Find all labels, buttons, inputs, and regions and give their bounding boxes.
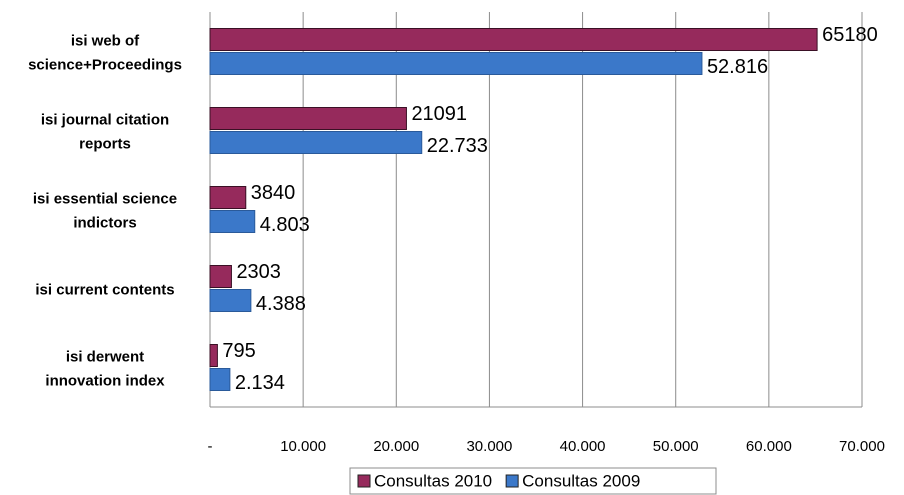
data-label: 22.733 bbox=[427, 135, 488, 157]
y-tick-label: isi web of bbox=[71, 32, 140, 49]
legend-swatch bbox=[357, 474, 371, 488]
y-tick-label: innovation index bbox=[45, 372, 165, 389]
y-tick-label: reports bbox=[79, 135, 131, 152]
x-tick-label: 20.000 bbox=[373, 438, 419, 455]
data-label: 21091 bbox=[411, 103, 467, 125]
x-tick-label: 30.000 bbox=[466, 438, 512, 455]
data-label: 795 bbox=[222, 340, 255, 362]
x-tick-label: 10.000 bbox=[280, 438, 326, 455]
bar bbox=[209, 210, 256, 233]
x-tick-label: - bbox=[208, 438, 213, 455]
x-tick-label: 40.000 bbox=[560, 438, 606, 455]
bar bbox=[209, 368, 231, 391]
bar bbox=[209, 265, 232, 288]
data-label: 2303 bbox=[236, 261, 281, 283]
y-tick-label: isi derwent bbox=[66, 348, 144, 365]
legend-label: Consultas 2009 bbox=[522, 471, 640, 490]
data-label: 3840 bbox=[251, 182, 295, 204]
data-label: 4.803 bbox=[260, 214, 310, 236]
bar bbox=[209, 131, 423, 154]
data-label: 52.816 bbox=[707, 56, 768, 78]
legend-box bbox=[349, 467, 717, 495]
data-label: 2.134 bbox=[235, 372, 285, 394]
y-tick-label: isi journal citation bbox=[41, 111, 169, 128]
bar bbox=[209, 28, 818, 51]
bar bbox=[209, 344, 218, 367]
y-tick-label: indictors bbox=[73, 214, 136, 231]
bar bbox=[209, 52, 703, 75]
bar bbox=[209, 107, 407, 130]
bar bbox=[209, 289, 252, 312]
x-tick-label: 70.000 bbox=[839, 438, 885, 455]
y-tick-label: isi essential science bbox=[33, 190, 177, 207]
bar bbox=[209, 186, 247, 209]
legend-swatch bbox=[505, 474, 519, 488]
data-label: 4.388 bbox=[256, 293, 306, 315]
x-tick-label: 60.000 bbox=[746, 438, 792, 455]
x-tick-label: 50.000 bbox=[653, 438, 699, 455]
legend-label: Consultas 2010 bbox=[374, 471, 492, 490]
data-label: 65180 bbox=[822, 24, 878, 46]
y-tick-label: science+Proceedings bbox=[28, 56, 182, 73]
y-tick-label: isi current contents bbox=[35, 281, 174, 298]
